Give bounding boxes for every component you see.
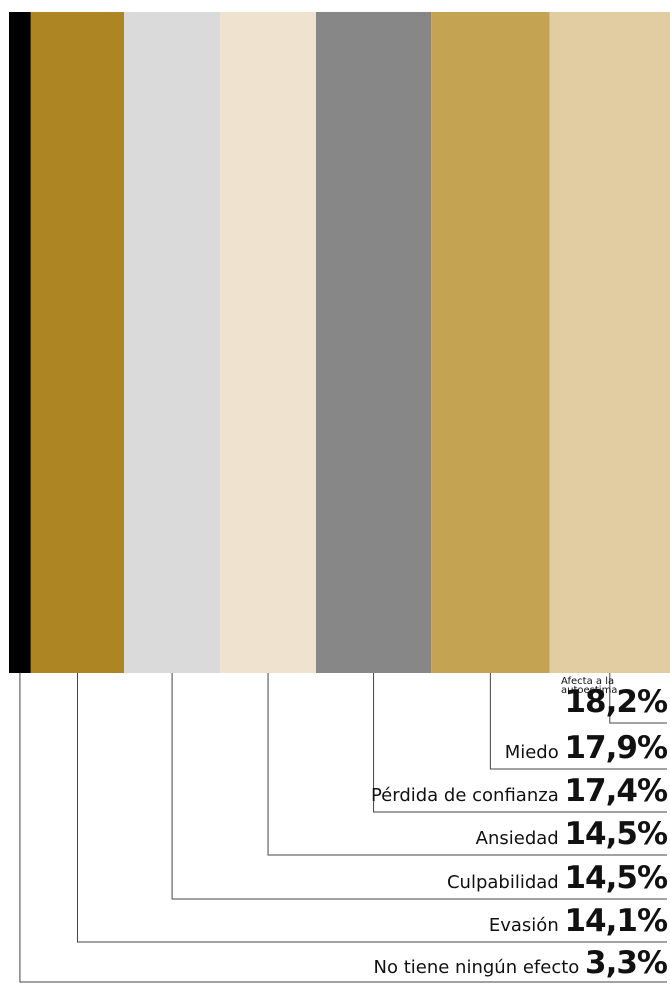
category-label: Pérdida de confianza (371, 785, 565, 806)
bar-perdida-de-confianza (316, 12, 432, 673)
category-label: Miedo (505, 742, 565, 763)
value-label: 17,4% (564, 773, 667, 809)
row-label-culpabilidad: Culpabilidad 14,5% (447, 860, 668, 896)
bar-culpabilidad (124, 12, 221, 673)
leader-line-group (19, 673, 667, 983)
leader-line-evasion (76, 673, 667, 943)
value-label: 18,2% (564, 684, 667, 720)
row-label-evasion: Evasión 14,1% (489, 903, 668, 939)
row-label-perdida-de-confianza: Pérdida de confianza 17,4% (371, 773, 668, 809)
category-label: Culpabilidad (447, 872, 564, 893)
value-label: 3,3% (585, 945, 668, 981)
leader-line-culpabilidad (171, 673, 667, 900)
bar-ansiedad (220, 12, 317, 673)
bar-group (9, 12, 670, 673)
category-label: No tiene ningún efecto (374, 957, 586, 978)
leader-line-perdida-de-confianza (373, 673, 667, 813)
bar-no-tiene-ningun-efecto (9, 12, 31, 673)
value-label: 14,5% (564, 860, 667, 896)
category-label-line: autoestima (561, 685, 617, 696)
category-label-line: Afecta a la (561, 676, 614, 687)
label-group: No tiene ningún efecto 3,3% Evasión 14,1%… (371, 676, 669, 981)
row-label-miedo: Miedo 17,9% (505, 730, 668, 766)
value-label: 17,9% (564, 730, 667, 766)
leader-line-afecta-a-la-autoestima (609, 673, 667, 724)
row-label-ansiedad: Ansiedad 14,5% (476, 816, 668, 852)
bar-afecta-a-la-autoestima (549, 12, 670, 673)
row-label-no-tiene-ningun-efecto: No tiene ningún efecto 3,3% (374, 945, 668, 981)
value-label: 14,1% (564, 903, 667, 939)
category-label: Evasión (489, 915, 565, 936)
bar-miedo (431, 12, 550, 673)
leader-line-miedo (489, 673, 667, 770)
leader-line-ansiedad (267, 673, 667, 856)
bar-evasion (30, 12, 125, 673)
category-label: Ansiedad (476, 828, 565, 849)
value-label: 14,5% (564, 816, 667, 852)
leader-line-no-tiene-ningun-efecto (19, 673, 667, 983)
